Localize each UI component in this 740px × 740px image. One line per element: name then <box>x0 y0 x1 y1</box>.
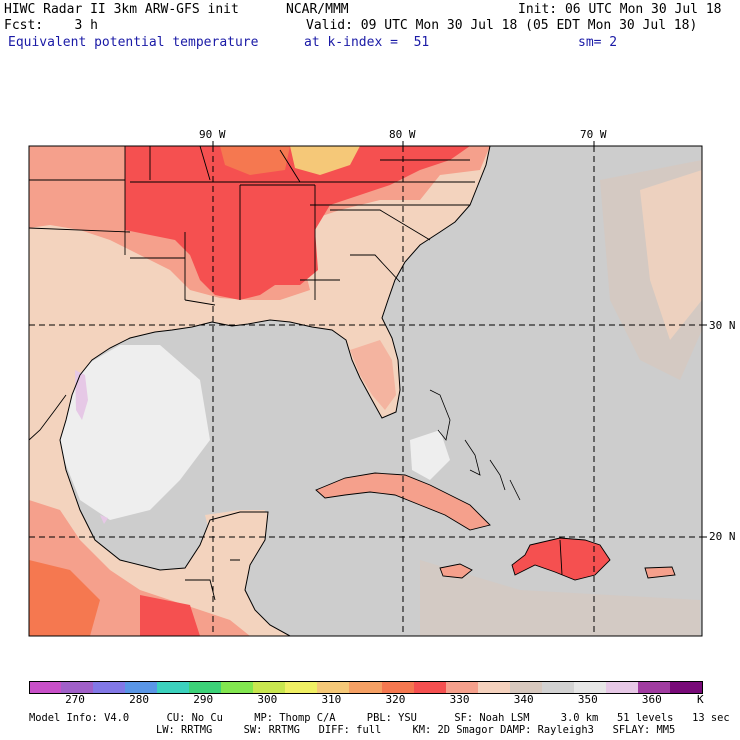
caribbean-warm-patch <box>420 560 700 636</box>
gulf-cool-speck <box>100 515 108 524</box>
florida-warm <box>350 340 396 410</box>
mexico-hot-patch-south <box>140 595 200 636</box>
colorbar-tick-label: 290 <box>193 693 214 706</box>
colorbar-swatch <box>157 681 190 694</box>
lon-label-80w: 80 W <box>389 128 416 141</box>
jamaica-coastline <box>439 563 473 579</box>
hispaniola-coastline <box>511 537 611 581</box>
florida-straits-pale <box>410 430 450 480</box>
state-boundaries <box>29 146 475 306</box>
colorbar-swatch <box>445 681 479 694</box>
colorbar-tick-label: 340 <box>513 693 534 706</box>
texas-coast-cool-patch <box>75 370 88 420</box>
colorbar-swatch <box>541 681 575 694</box>
colorbar-tick-label: 320 <box>385 693 406 706</box>
colorbar-tick-label: 300 <box>257 693 278 706</box>
lat-label-30n: 30 N <box>709 319 736 332</box>
lon-label-70w: 70 W <box>580 128 607 141</box>
cuba-coastline <box>315 472 491 531</box>
colorbar-swatch <box>573 681 607 694</box>
colorbar-tick-label: 330 <box>449 693 470 706</box>
colorbar-swatch <box>29 681 63 694</box>
atlantic-warm-patch-east <box>640 170 702 340</box>
field-name: Equivalent potential temperature <box>8 35 259 50</box>
colorbar-swatch <box>285 681 318 694</box>
smoothing-label: sm= 2 <box>578 35 618 50</box>
colorbar-swatch <box>221 681 254 694</box>
top-ticks <box>212 141 707 538</box>
colorbar-swatch <box>669 681 704 694</box>
mexico-hot-patch <box>29 560 100 636</box>
us-hot-core <box>125 146 470 300</box>
colorbar-tick-label: 310 <box>321 693 342 706</box>
physics-info-line: LW: RRTMG SW: RRTMG DIFF: full KM: 2D Sm… <box>156 724 676 736</box>
lon-label-90w: 90 W <box>199 128 226 141</box>
graticule <box>29 146 702 636</box>
jamaica-land <box>440 564 472 578</box>
colorbar-tick-label: 270 <box>65 693 85 706</box>
puerto-rico-land <box>645 567 675 578</box>
colorbar-swatch <box>509 681 543 694</box>
bahamas-islands <box>429 389 521 501</box>
us-orange-patch <box>220 146 290 175</box>
colorbar-swatch <box>253 681 286 694</box>
colorbar-swatch <box>189 681 222 694</box>
colorbar-tick-label: 280 <box>129 693 150 706</box>
lat-label-20n: 20 N <box>709 530 736 543</box>
forecast-hour: Fcst: 3 h <box>4 18 98 33</box>
init-time: Init: 06 UTC Mon 30 Jul 18 <box>518 2 722 17</box>
colorbar-swatch <box>93 681 126 694</box>
valid-time: Valid: 09 UTC Mon 30 Jul 18 (05 EDT Mon … <box>306 18 698 33</box>
model-title: HIWC Radar II 3km ARW-GFS init <box>4 2 239 17</box>
colorbar-tick-label: 350 <box>577 693 598 706</box>
institution-label: NCAR/MMM <box>286 2 349 17</box>
model-info-line: Model Info: V4.0 CU: No Cu MP: Thomp C/A… <box>29 712 730 724</box>
colorbar-swatch <box>61 681 94 694</box>
colorbar-swatch <box>413 681 447 694</box>
yucatan-pale <box>205 510 265 545</box>
colorbar-unit: K <box>697 693 704 706</box>
colorbar-tick-label: 360 <box>641 693 662 706</box>
colorbar-swatch <box>125 681 158 694</box>
colorbar-swatch <box>637 681 671 694</box>
mexico-border <box>29 394 240 601</box>
puerto-rico-coastline <box>644 566 676 579</box>
us-very-hot-patch <box>290 146 360 175</box>
colorbar-swatch <box>349 681 383 694</box>
map-frame <box>28 145 703 637</box>
colorbar-swatch <box>381 681 415 694</box>
colorbar-swatch <box>605 681 639 694</box>
colorbar-swatch <box>477 681 511 694</box>
level-label: at k-index = 51 <box>304 35 430 50</box>
gulf-pale-area <box>60 345 210 520</box>
colorbar-swatch <box>317 681 350 694</box>
